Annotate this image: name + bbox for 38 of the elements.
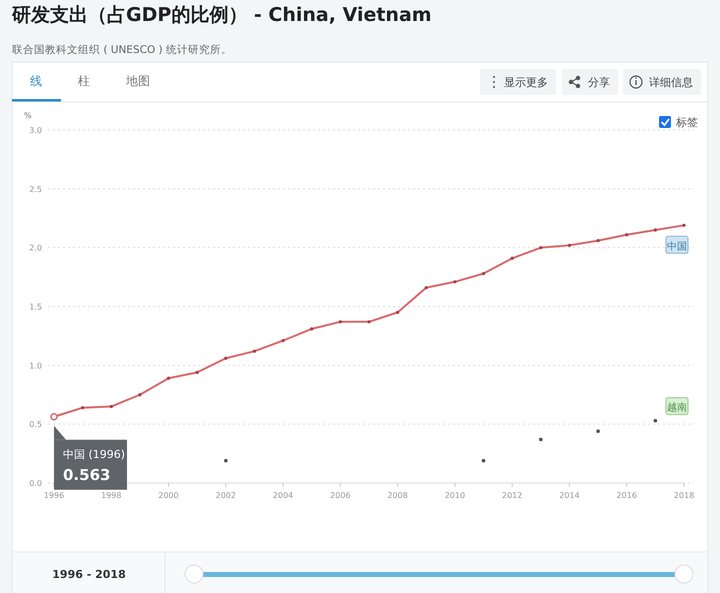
x-tick-label: 2018 bbox=[674, 491, 694, 500]
text: 显示更多 bbox=[504, 76, 548, 89]
x-tick-label: 2012 bbox=[502, 491, 522, 500]
x-tick-label: 2010 bbox=[444, 491, 466, 500]
x-tick-label: 2006 bbox=[330, 491, 351, 500]
x-tick-label: 2016 bbox=[616, 491, 637, 500]
text: 分享 bbox=[588, 76, 610, 89]
point bbox=[654, 418, 658, 422]
series-label: 中国 bbox=[667, 240, 687, 252]
y-tick-label: 0.5 bbox=[29, 420, 42, 430]
series-label: 越南 bbox=[667, 402, 687, 414]
x-tick-label: 2004 bbox=[272, 491, 294, 500]
chart-title: 研发支出（占GDP的比例） - China, Vietnam bbox=[11, 4, 432, 26]
point bbox=[224, 458, 228, 462]
y-tick-label: 1.5 bbox=[29, 302, 42, 312]
y-tick-label: 2.5 bbox=[29, 184, 42, 194]
point bbox=[596, 429, 600, 434]
x-tick-label: 1998 bbox=[101, 491, 122, 500]
text: 地图 bbox=[125, 74, 150, 88]
y-axis-title: % bbox=[24, 111, 32, 120]
text: 标签 bbox=[675, 116, 698, 129]
x-tick-label: 2000 bbox=[158, 491, 179, 500]
text: 1996 - 2018 bbox=[52, 568, 126, 581]
y-tick-label: 0.0 bbox=[29, 479, 42, 488]
text: 柱 bbox=[78, 74, 90, 88]
y-tick-label: 3.0 bbox=[29, 126, 42, 135]
text: 详细信息 bbox=[649, 76, 693, 89]
y-tick-label: 1.0 bbox=[29, 361, 42, 370]
annotation: 中国 (1996) 0.563 bbox=[63, 448, 126, 484]
x-tick-label: 2008 bbox=[387, 491, 408, 500]
point bbox=[539, 438, 543, 442]
x-tick-label: 2014 bbox=[559, 491, 580, 500]
chart-subtitle: 联合国教科文组织 ( UNESCO ) 统计研究所。 bbox=[12, 43, 232, 56]
x-tick-label: 2002 bbox=[216, 491, 236, 500]
text: 线 bbox=[30, 74, 42, 88]
y-tick-label: 2.0 bbox=[29, 244, 42, 253]
point bbox=[482, 458, 486, 462]
x-tick-label: 1996 bbox=[44, 491, 64, 500]
